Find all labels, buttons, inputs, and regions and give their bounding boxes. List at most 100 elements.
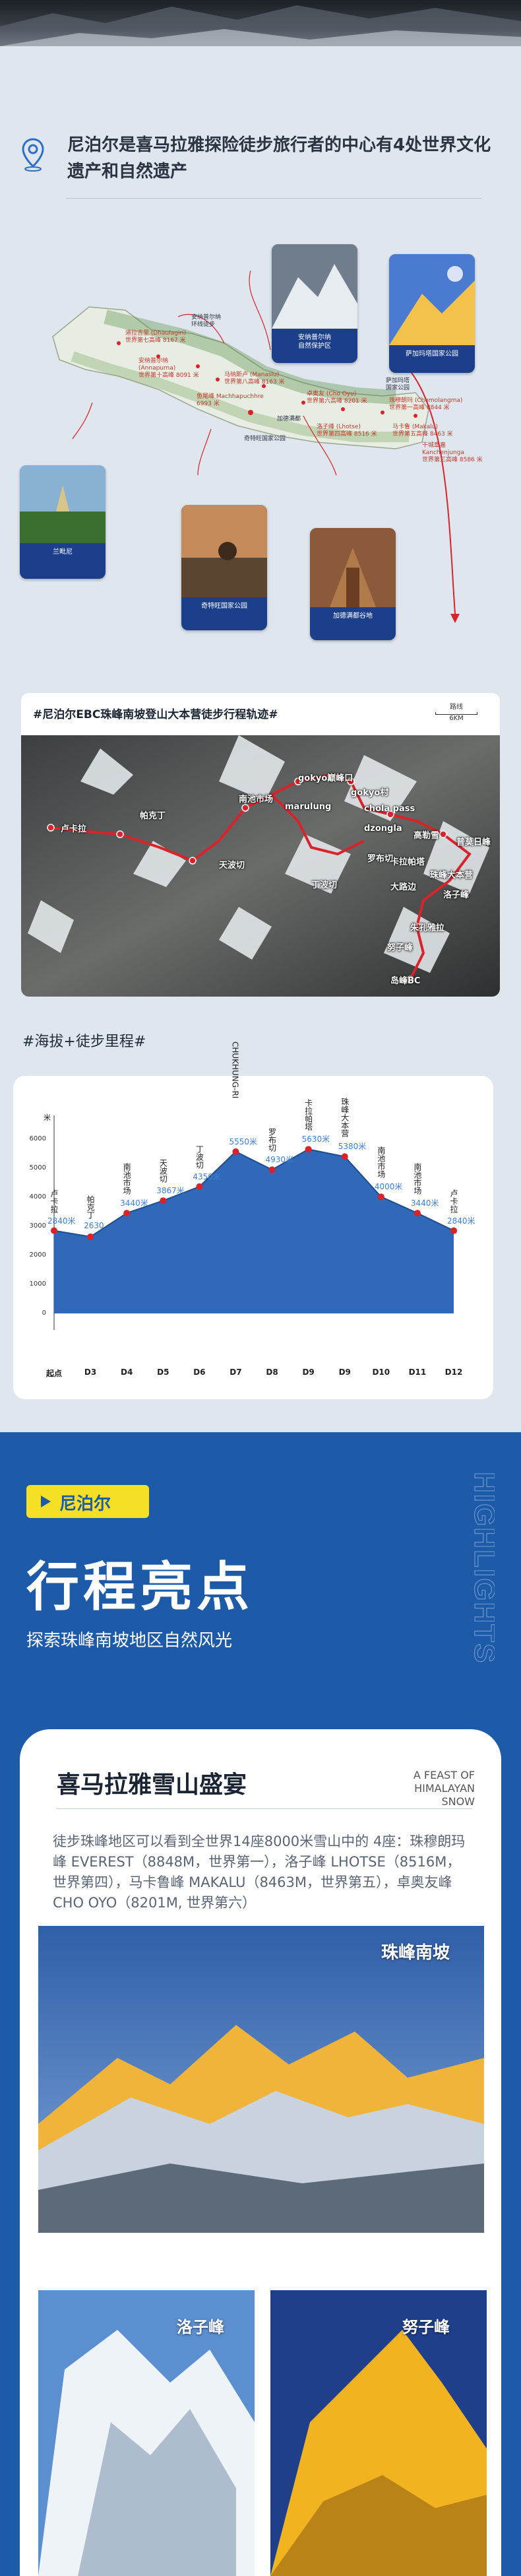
map-card-kathmandu: 加德满都谷地: [310, 528, 396, 640]
segment-distance: 徒步 24.1KM: [424, 1344, 447, 1358]
map-pin-sagarmatha: 萨加玛塔 国家公园: [386, 378, 410, 391]
route-title: #尼泊尔EBC珠峰南坡登山大本营徒步行程轨迹#: [33, 708, 278, 721]
altitude-value: 5550米: [229, 1137, 257, 1146]
altitude-value: 2840米: [47, 1216, 76, 1226]
location-pin-icon: [22, 138, 44, 172]
day-label: D11: [408, 1368, 427, 1377]
y-tick: 1000: [29, 1280, 46, 1288]
top-mountain-strip: [0, 0, 521, 46]
altitude-title: #海拔+徒步里程#: [22, 1034, 146, 1050]
map-pin-chomolangma: 珠穆朗玛 (Chomolangma) 世界第一高峰 8844 米: [389, 397, 463, 411]
scale-bar: [435, 712, 477, 715]
route-label: chola pass: [364, 804, 415, 814]
altitude-value: 3440米: [410, 1199, 439, 1208]
y-tick: 6000: [29, 1135, 46, 1142]
highlights-tag: 尼泊尔: [26, 1485, 149, 1518]
altitude-place-name: CHUKHUNG-RI: [230, 1041, 240, 1099]
map-pin-annapurna: 安纳普尔纳 (Annapurna) 世界第十高峰 8091 米: [138, 358, 199, 379]
altitude-value: 5380米: [338, 1142, 367, 1152]
day-label: D12: [444, 1368, 463, 1377]
map-pin-dhaulagiri: 道拉吉里 (Dhaulagiri) 世界第七高峰 8167 米: [125, 330, 187, 344]
altitude-value: 4000米: [374, 1182, 403, 1192]
altitude-value: 4350米: [193, 1172, 221, 1181]
route-label: dzongla: [364, 824, 402, 834]
altitude-line: [53, 1148, 454, 1238]
route-label: gokyo巅峰口: [298, 774, 353, 783]
altitude-place-name: 罗布切: [267, 1128, 277, 1152]
map-pin-chitwan: 奇特旺国家公园: [244, 436, 286, 442]
altitude-value: 4930米: [265, 1155, 294, 1165]
day-label: D6: [193, 1368, 206, 1377]
altitude-point: [341, 1153, 348, 1160]
altitude-value: 3867米: [156, 1186, 185, 1196]
route-panel: #尼泊尔EBC珠峰南坡登山大本营徒步行程轨迹# 路线 6KM 卢卡拉: [21, 693, 500, 997]
route-label: 丁波切: [311, 880, 338, 890]
y-tick: 3000: [29, 1222, 46, 1230]
altitude-point: [377, 1193, 384, 1201]
altitude-value: 2840米: [447, 1216, 475, 1226]
route-label: 卡拉帕塔: [390, 857, 425, 867]
segment-distance: 徒步 5KM: [284, 1344, 297, 1358]
route-label: 珠峰大本营: [430, 871, 474, 880]
map-pin-makalu: 马卡鲁 (Makalu) 世界第五高峰 8463 米: [392, 424, 453, 438]
segment-distance: 徒步 10.1KM: [61, 1344, 84, 1358]
y-tick: 4000: [29, 1193, 46, 1201]
segment-distance: 徒步 11KM: [354, 1344, 371, 1358]
route-label: 帕克丁: [140, 811, 166, 821]
route-label: 普莫日峰: [456, 838, 491, 847]
altitude-point: [160, 1197, 167, 1205]
card-caption: 安纳普尔纳 自然保护区: [298, 334, 331, 350]
card-caption: 加德满都谷地: [333, 612, 373, 620]
map-pin-kathmandu: 加德满都: [277, 416, 301, 422]
snow-description: 徒步珠峰地区可以看到全世界14座8000米雪山中的 4座：珠穆朗玛峰 EVERE…: [53, 1833, 466, 1911]
route-scale: 路线 6KM: [435, 701, 477, 722]
segment-distance: 徒步 11KM: [137, 1344, 154, 1358]
day-label: D8: [266, 1368, 278, 1377]
play-icon: [41, 1496, 51, 1507]
map-pin-cho-oyu: 卓奥友 (Cho Oyu) 世界第六高峰 8201 米: [307, 391, 367, 405]
segment-distance: 徒步 2KM: [320, 1344, 333, 1358]
tag-label: 尼泊尔: [59, 1494, 111, 1514]
altitude-chart: [51, 1115, 457, 1330]
route-label: 洛子峰: [443, 890, 470, 900]
divider: [66, 198, 481, 199]
highlights-title: 行程亮点: [26, 1556, 253, 1618]
altitude-point: [450, 1227, 457, 1234]
day-label: D7: [230, 1368, 242, 1377]
altitude-point: [51, 1227, 57, 1234]
map-card-annapurna: 安纳普尔纳 自然保护区: [272, 244, 357, 363]
card-caption: 奇特旺国家公园: [201, 603, 247, 610]
snow-title: 喜马拉雅雪山盛宴: [57, 1771, 247, 1799]
photo-everest-south: 珠峰南坡: [38, 1926, 484, 2233]
altitude-value: 5630米: [301, 1135, 330, 1144]
mountain-silhouette: [0, 5, 521, 46]
map-card-sagarmatha: 萨加玛塔国家公园: [389, 254, 475, 373]
day-label: D9: [302, 1368, 315, 1377]
route-label: 卢卡拉: [61, 824, 87, 834]
map-pin-manaslu: 马纳斯卢 (Manaslu) 世界第八高峰 8163 米: [224, 372, 285, 385]
route-label: 朱孔雅拉: [410, 923, 445, 933]
altitude-place-name: 丁波切: [195, 1144, 204, 1169]
everest-photo-art: [38, 1926, 484, 2233]
altitude-point: [87, 1233, 94, 1240]
scale-unit: 6KM: [449, 715, 464, 722]
highlights-subtitle: 探索珠峰南坡地区自然风光: [26, 1631, 233, 1651]
photo-nuptse: 努子峰: [270, 2290, 487, 2576]
day-label: D5: [157, 1368, 169, 1377]
altitude-point: [123, 1210, 131, 1217]
altitude-place-name: 帕克丁: [86, 1195, 96, 1219]
segment-distance: 徒步 7.7KM: [208, 1344, 227, 1358]
alt-unit: 米: [44, 1113, 51, 1122]
segment-distance: 徒步 12.8KM: [169, 1344, 193, 1358]
route-label: gokyo村: [351, 788, 389, 798]
photo-lumbini: [20, 465, 106, 543]
photo-chitwan: [181, 505, 267, 597]
photo-label: 珠峰南坡: [381, 1943, 450, 1963]
map-pin-lhotse: 洛子峰 (Lhotse) 世界第四高峰 8516 米: [317, 424, 377, 438]
altitude-place-name: 南池市场: [412, 1163, 422, 1195]
altitude-place-name: 卢卡拉: [449, 1189, 458, 1213]
map-pin-annapurna-circuit: 安纳普尔纳 环线徒步: [191, 314, 222, 328]
altitude-point: [414, 1210, 421, 1217]
highlights-vertical-text: HIGHLIGHTS: [468, 1471, 495, 1663]
photo-annapurna: [272, 244, 357, 329]
